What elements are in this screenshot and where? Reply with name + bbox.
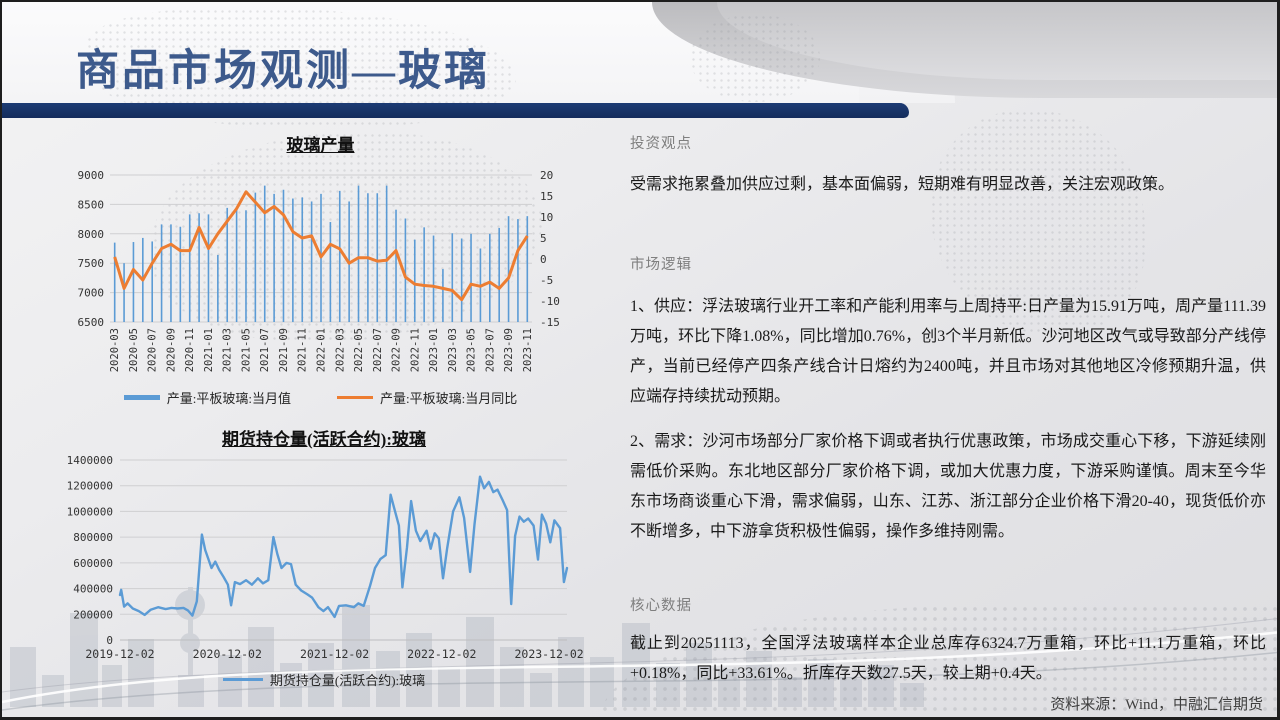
x-axis-tick: 2021-12-02 xyxy=(300,647,369,661)
x-axis-tick: 2021-03 xyxy=(222,328,234,372)
x-axis-tick: 2023-09 xyxy=(503,328,515,372)
right-axis-tick: 10 xyxy=(540,211,553,224)
production-bars xyxy=(113,185,529,322)
open-interest-line xyxy=(118,475,569,619)
legend-item-monthly-value: 产量:平板玻璃:当月值 xyxy=(123,388,291,407)
right-axis-tick: 5 xyxy=(540,232,547,245)
x-axis-tick: 2023-11 xyxy=(522,328,534,372)
left-axis-tick: 7000 xyxy=(78,287,105,300)
x-axis-tick: 2020-07 xyxy=(147,328,159,372)
title-accent-bar xyxy=(2,103,909,118)
x-axis-tick: 2020-09 xyxy=(166,328,178,372)
legend-label: 产量:平板玻璃:当月同比 xyxy=(380,391,518,406)
x-axis-tick: 2021-09 xyxy=(278,328,290,372)
legend-label: 期货持仓量(活跃合约):玻璃 xyxy=(269,673,426,688)
x-axis-tick: 2021-01 xyxy=(203,328,215,372)
right-axis-tick: 15 xyxy=(540,190,553,203)
dot-map-pattern xyxy=(690,14,820,102)
open-interest-chart: 0 200000 400000 600000 800000 1000000 1200000 1… xyxy=(67,454,584,661)
y-axis-tick: 1000000 xyxy=(67,505,113,518)
section-header-viewpoint: 投资观点 xyxy=(630,136,692,152)
yoy-line xyxy=(113,190,529,302)
x-axis-tick: 2020-11 xyxy=(184,328,196,372)
production-chart-legend: 产量:平板玻璃:当月值 产量:平板玻璃:当月同比 xyxy=(68,388,573,407)
y-axis-tick: 200000 xyxy=(73,608,113,621)
line-swatch-icon xyxy=(337,395,373,400)
production-chart: 6500 7000 7500 8000 8500 9000 -15 -10 -5 0 5 10 15 20… xyxy=(78,169,560,372)
x-axis-tick: 2022-01 xyxy=(316,328,328,372)
page-title: 商品市场观测—玻璃 xyxy=(76,48,490,95)
line-swatch-icon xyxy=(222,678,263,681)
wave-lines xyxy=(2,618,1277,711)
x-axis-tick: 2023-01 xyxy=(428,328,440,372)
left-axis-tick: 8000 xyxy=(78,228,105,241)
production-chart-title: 玻璃产量 xyxy=(286,136,355,155)
y-axis-tick: 600000 xyxy=(73,557,113,570)
data-source: 资料来源：Wind，中融汇信期货 xyxy=(1050,697,1263,713)
right-axis-tick: 0 xyxy=(540,253,547,266)
y-axis-tick: 0 xyxy=(106,634,113,647)
x-axis-tick: 2023-07 xyxy=(484,328,496,372)
x-axis-tick: 2022-03 xyxy=(334,328,346,372)
y-axis-tick: 1200000 xyxy=(67,480,113,493)
right-axis-tick: -10 xyxy=(540,295,560,308)
x-axis-tick: 2021-07 xyxy=(259,328,271,372)
x-axis-tick: 2020-05 xyxy=(128,328,140,372)
x-axis-tick: 2021-11 xyxy=(297,328,309,372)
left-axis-tick: 9000 xyxy=(78,169,105,182)
x-axis-tick: 2022-12-02 xyxy=(407,647,476,661)
left-axis-tick: 8500 xyxy=(78,198,105,211)
production-chart-block: 玻璃产量 6500 7000 7500 8000 8500 9000 -15 -10 -5 0 5 1… xyxy=(68,134,573,407)
open-interest-chart-block: 期货持仓量(活跃合约):玻璃 0 200000 400000 600000 800000… xyxy=(67,428,584,689)
y-axis-tick: 400000 xyxy=(73,583,113,596)
y-axis-tick: 800000 xyxy=(73,531,113,544)
dot-map-pattern xyxy=(930,110,1145,335)
analysis-panel: 投资观点 受需求拖累叠加供应过剩，基本面偏弱，短期难有明显改善，关注宏观政策。 … xyxy=(630,132,1266,689)
x-axis-tick: 2022-05 xyxy=(353,328,365,372)
x-axis-tick: 2022-11 xyxy=(409,328,421,372)
x-axis-tick: 2021-05 xyxy=(241,328,253,372)
section-header-logic: 市场逻辑 xyxy=(630,257,692,273)
x-axis-tick: 2019-12-02 xyxy=(85,647,154,661)
core-data-text: 截止到20251113，全国浮法玻璃样本企业总库存6324.7万重箱，环比+11… xyxy=(630,635,1266,682)
section-header-core-data: 核心数据 xyxy=(630,598,692,614)
right-axis-tick: -5 xyxy=(540,274,553,287)
x-axis-tick: 2020-12-02 xyxy=(193,647,262,661)
x-axis-tick: 2022-09 xyxy=(391,328,403,372)
viewpoint-text: 受需求拖累叠加供应过剩，基本面偏弱，短期难有明显改善，关注宏观政策。 xyxy=(630,176,1175,193)
legend-label: 产量:平板玻璃:当月值 xyxy=(166,391,291,406)
legend-item-open-interest: 期货持仓量(活跃合约):玻璃 xyxy=(222,670,426,689)
left-axis-tick: 6500 xyxy=(78,316,105,329)
x-axis-tick: 2023-03 xyxy=(447,328,459,372)
supply-text: 1、供应：浮法玻璃行业开工率和产能利用率与上周持平:日产量为15.91万吨，周产… xyxy=(630,298,1266,405)
bar-swatch-icon xyxy=(123,395,160,400)
right-axis-tick: -15 xyxy=(540,316,560,329)
open-interest-chart-legend: 期货持仓量(活跃合约):玻璃 xyxy=(68,670,580,689)
right-axis-tick: 20 xyxy=(540,169,553,182)
x-axis-tick: 2022-07 xyxy=(372,328,384,372)
y-axis-tick: 1400000 xyxy=(67,454,113,467)
x-axis-tick: 2023-05 xyxy=(466,328,478,372)
demand-text: 2、需求：沙河市场部分厂家价格下调或者执行优惠政策，市场成交重心下移，下游延续刚… xyxy=(630,433,1266,540)
legend-item-yoy: 产量:平板玻璃:当月同比 xyxy=(337,388,517,407)
open-interest-chart-title: 期货持仓量(活跃合约):玻璃 xyxy=(222,430,426,449)
left-axis-tick: 7500 xyxy=(78,257,105,270)
x-axis-tick: 2020-03 xyxy=(109,328,121,372)
x-axis-tick: 2023-12-02 xyxy=(514,647,583,661)
